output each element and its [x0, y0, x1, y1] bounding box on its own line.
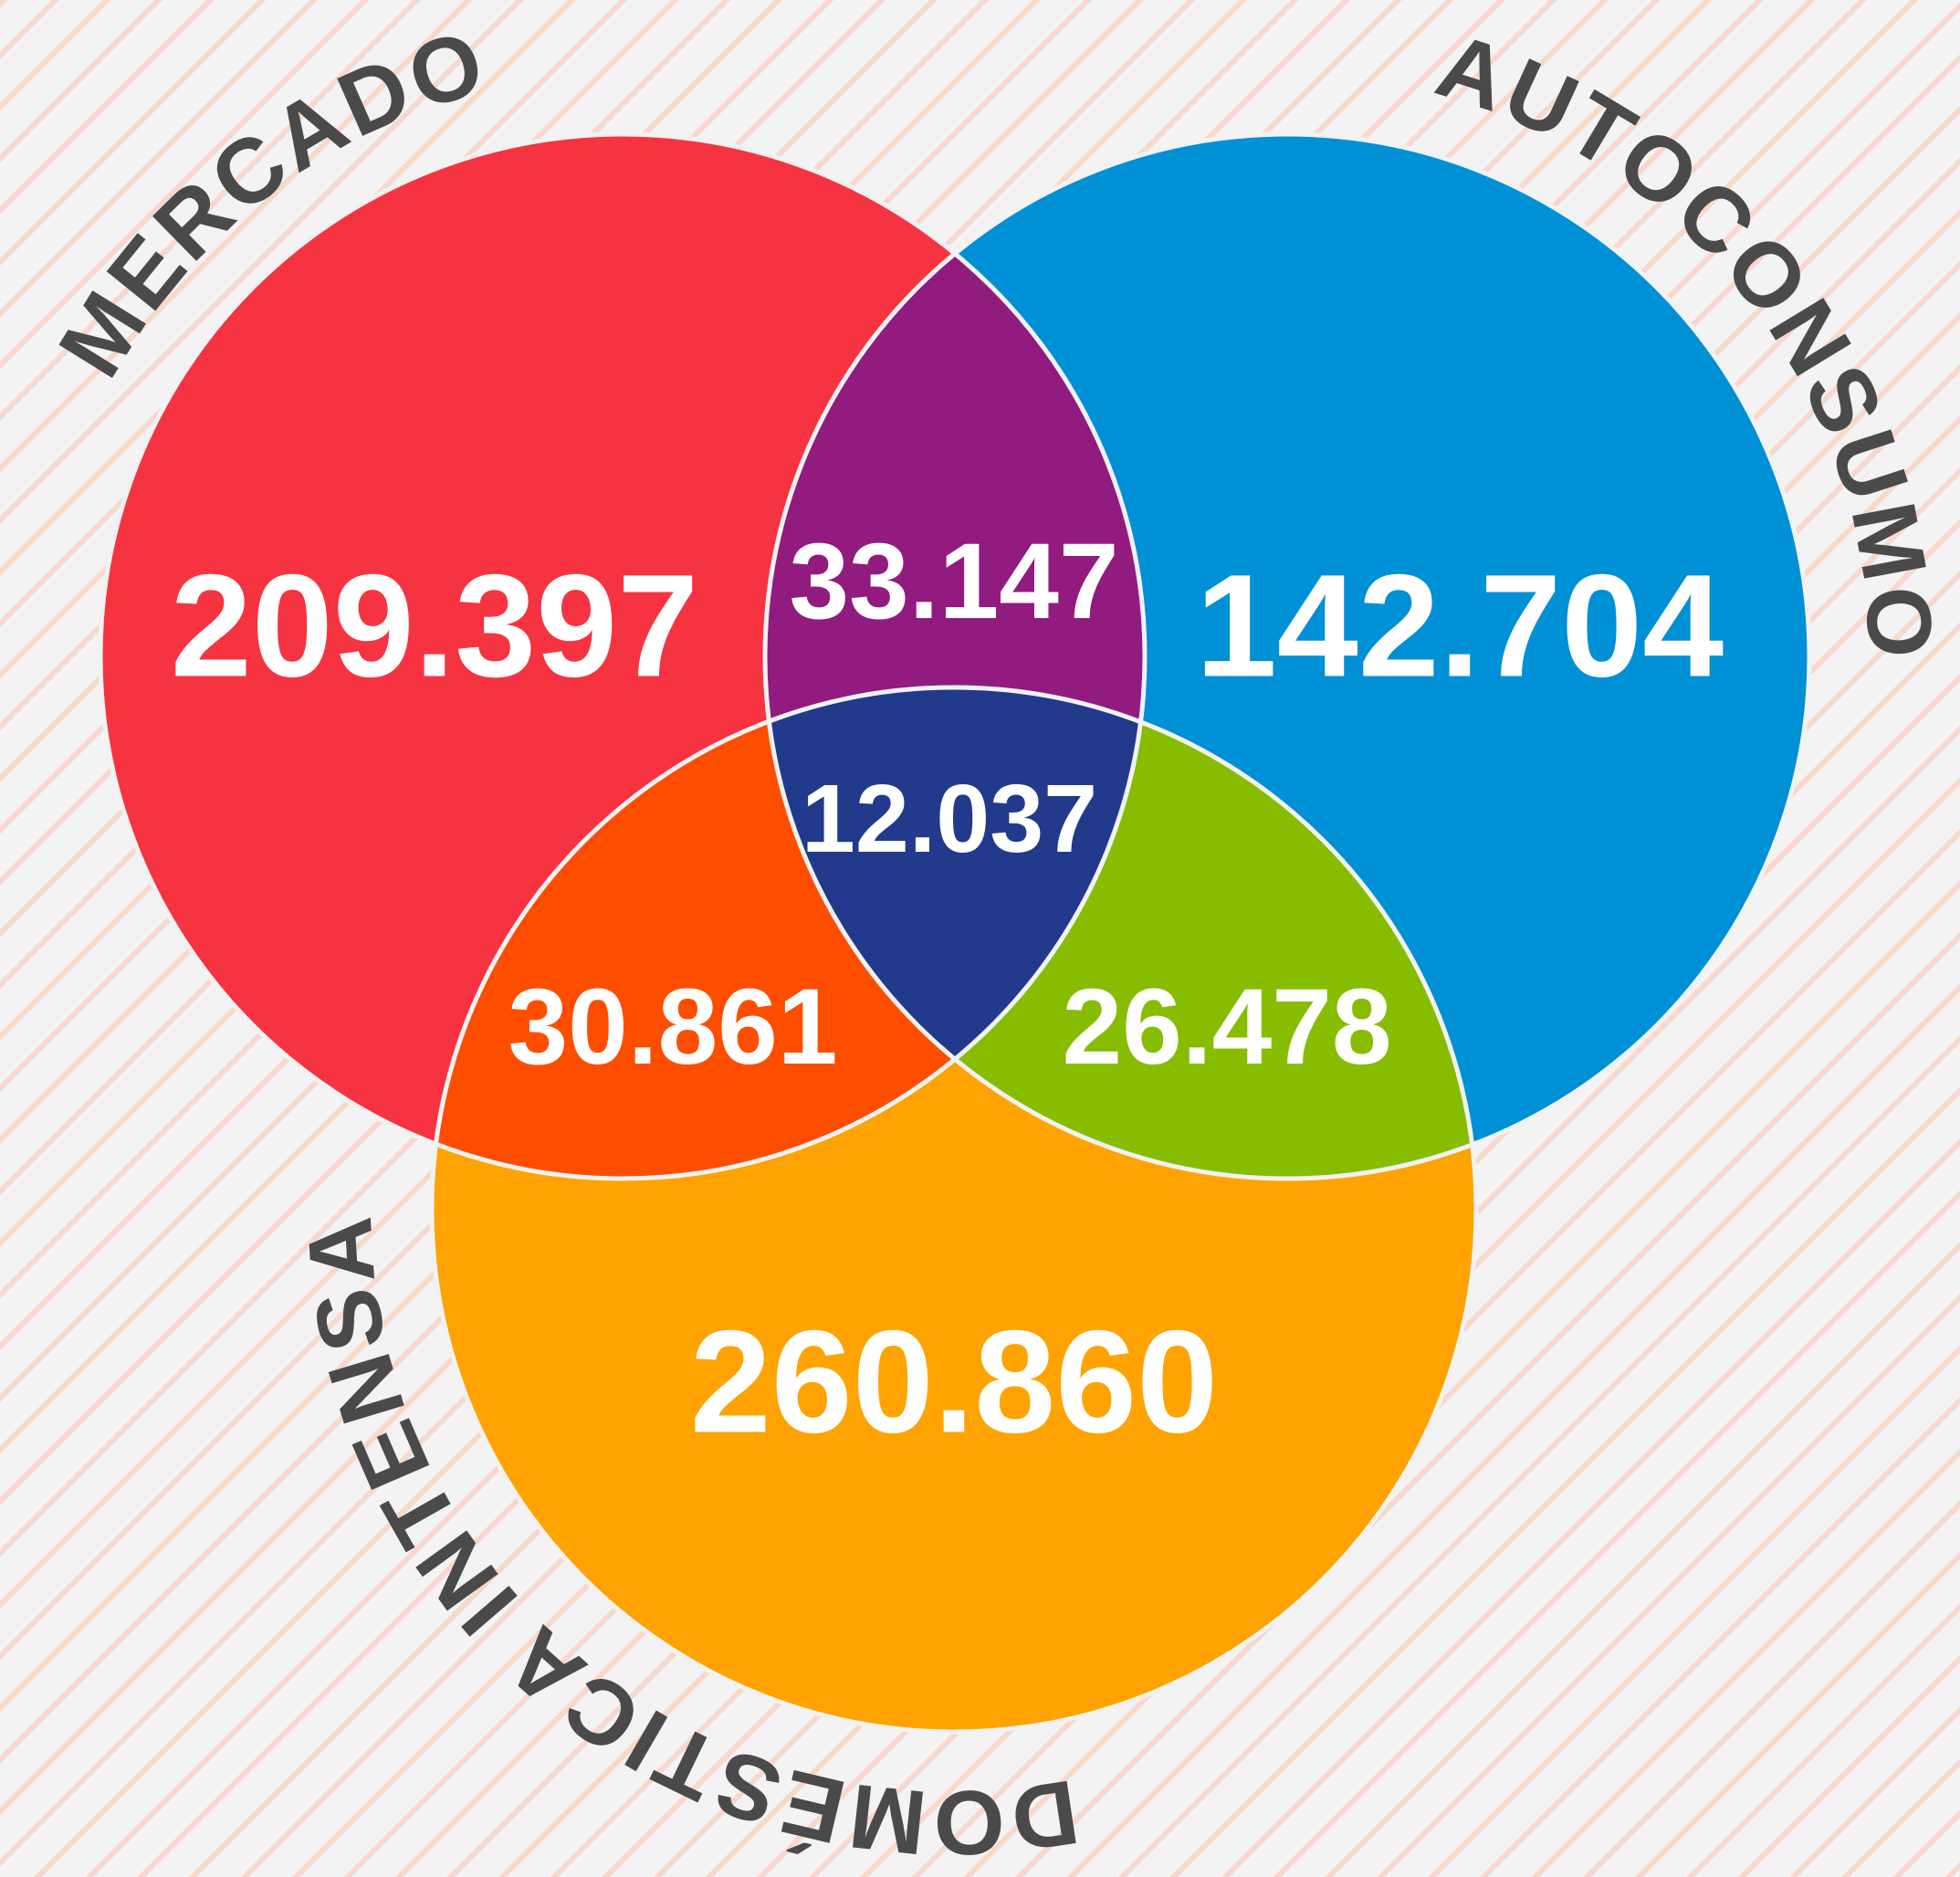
- region-value: 33.147: [790, 521, 1119, 642]
- region-value: 12.037: [802, 765, 1097, 873]
- outlines: [98, 131, 1812, 1735]
- region-value: 260.860: [690, 1300, 1218, 1463]
- region-value: 209.397: [171, 544, 698, 708]
- region-value: 30.861: [508, 967, 838, 1087]
- region-value: 26.478: [1063, 967, 1392, 1087]
- region-value: 142.704: [1196, 544, 1724, 708]
